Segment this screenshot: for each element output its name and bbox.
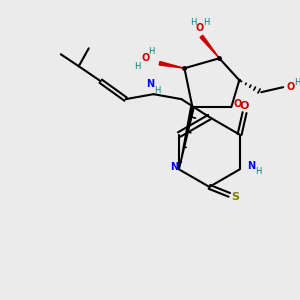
Text: N: N xyxy=(248,161,256,172)
Text: H: H xyxy=(134,62,141,71)
Text: H: H xyxy=(294,78,300,87)
Text: S: S xyxy=(231,192,239,202)
Text: H: H xyxy=(190,18,196,27)
Text: O: O xyxy=(240,100,249,111)
Text: O: O xyxy=(141,53,150,63)
Text: O: O xyxy=(286,82,294,92)
Text: O: O xyxy=(195,23,203,33)
Polygon shape xyxy=(200,35,219,58)
Text: H: H xyxy=(148,47,155,56)
Text: H: H xyxy=(154,86,161,95)
Text: N: N xyxy=(170,162,178,172)
Text: H: H xyxy=(255,167,262,176)
Polygon shape xyxy=(179,107,194,170)
Polygon shape xyxy=(159,61,184,68)
Text: H: H xyxy=(203,18,210,27)
Text: O: O xyxy=(233,99,242,109)
Text: N: N xyxy=(146,79,154,89)
